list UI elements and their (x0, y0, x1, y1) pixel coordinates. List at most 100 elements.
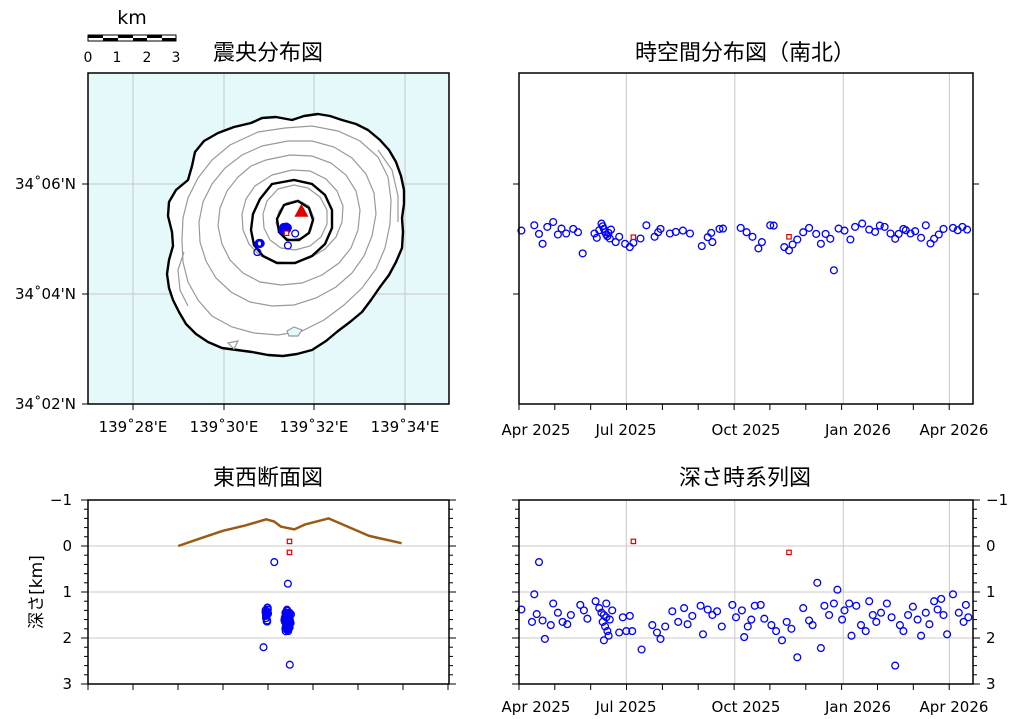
event-marker (921, 221, 930, 230)
map-x-axis: 139˚28'E 139˚30'E 139˚32'E 139˚34'E (99, 404, 439, 436)
event-marker (573, 228, 583, 237)
event-marker (549, 599, 558, 608)
event-marker (598, 617, 607, 626)
event-marker (618, 613, 627, 622)
spacetime-x-tick-label: Oct 2025 (712, 421, 781, 439)
ew-section-y-tick-label: 1 (62, 583, 72, 601)
event-marker (629, 238, 638, 247)
map-frame (87, 72, 450, 405)
spacetime-x-axis: Apr 2025 Jul 2025 Oct 2025 Jan 2026 Apr … (502, 421, 989, 439)
event-marker (816, 644, 825, 653)
event-marker (813, 578, 822, 587)
depth-time-y-tick-label: 1 (986, 583, 996, 601)
event-marker (558, 617, 567, 626)
depth-time-y-tick-label: −1 (986, 491, 1008, 509)
event-marker (793, 235, 802, 244)
event-marker (799, 228, 808, 237)
event-marker (754, 244, 763, 253)
map-y-tick-label: 34˚06'N (15, 175, 76, 193)
event-marker (825, 610, 834, 620)
event-marker (728, 600, 737, 609)
ew-section-y-tick-label: 2 (62, 629, 72, 647)
spacetime-chart: Apr 2025 Jul 2025 Oct 2025 Jan 2026 Apr … (502, 72, 989, 439)
event-marker (876, 608, 886, 617)
event-marker (840, 606, 849, 615)
event-marker (767, 621, 776, 630)
event-marker (576, 600, 585, 609)
event-marker (279, 223, 288, 232)
event-marker (904, 610, 913, 620)
event-marker (840, 226, 849, 235)
event-marker (285, 660, 294, 669)
event-marker (886, 229, 895, 238)
event-marker (283, 241, 292, 250)
event-marker (696, 601, 705, 610)
event-marker (270, 558, 279, 567)
event-marker (283, 579, 292, 588)
event-marker (917, 233, 926, 242)
event-marker (652, 628, 662, 637)
event-marker (833, 585, 842, 594)
event-marker (540, 634, 549, 643)
depth-time-title: 深さ時系列図 (679, 466, 811, 491)
event-marker (285, 623, 294, 632)
event-marker (566, 610, 575, 620)
event-marker (829, 266, 838, 275)
event-marker (601, 622, 610, 631)
contour-line (377, 149, 399, 222)
event-marker (595, 604, 604, 613)
event-marker (872, 617, 881, 626)
event-marker (766, 221, 775, 230)
contour-line (217, 154, 361, 286)
event-marker (882, 599, 891, 608)
event-marker (562, 229, 571, 238)
event-marker (933, 605, 942, 614)
event-marker (718, 224, 728, 233)
event-marker (788, 240, 797, 249)
volcano-marker (294, 203, 309, 217)
spacetime-x-tick-label: Jul 2025 (594, 421, 656, 439)
scale-bar-segment (133, 38, 147, 41)
ew-section-y-tick-label: 0 (62, 537, 72, 555)
event-marker (894, 229, 903, 238)
topography-profile (177, 517, 402, 548)
event-marker (880, 222, 889, 231)
event-marker (569, 224, 578, 233)
event-marker (777, 636, 787, 645)
event-marker (930, 234, 939, 243)
event-marker (717, 622, 726, 631)
epicenter-map: 139˚28'E 139˚30'E 139˚32'E 139˚34'E 34˚0… (15, 72, 450, 436)
recent-event-marker (786, 234, 792, 240)
event-marker (628, 627, 637, 636)
event-marker (748, 232, 757, 241)
event-marker (553, 608, 562, 617)
event-marker (557, 224, 566, 233)
scale-bar-tick-label: 3 (172, 50, 181, 66)
event-marker (263, 609, 273, 618)
event-marker (546, 621, 555, 630)
event-marker (845, 599, 854, 608)
event-marker (603, 627, 612, 636)
event-marker (253, 248, 262, 257)
event-marker (713, 607, 722, 616)
scale-bar-segment (88, 35, 103, 38)
event-marker (625, 611, 634, 620)
event-marker (934, 230, 943, 239)
event-marker (284, 620, 293, 629)
contour-line (226, 340, 240, 351)
event-marker (756, 600, 765, 609)
event-marker (742, 228, 751, 237)
event-marker (683, 620, 692, 629)
event-marker (948, 590, 958, 599)
event-marker (708, 610, 717, 620)
event-marker (861, 627, 870, 636)
epicenter-points (253, 222, 300, 257)
event-marker (591, 597, 600, 606)
event-marker (757, 238, 766, 247)
event-marker (678, 226, 687, 235)
event-marker (656, 224, 665, 233)
event-marker (895, 621, 904, 630)
event-marker (530, 221, 539, 230)
depth-time-x-axis: Apr 2025 Jul 2025 Oct 2025 Jan 2026 Apr … (502, 698, 989, 716)
event-marker (680, 604, 689, 613)
